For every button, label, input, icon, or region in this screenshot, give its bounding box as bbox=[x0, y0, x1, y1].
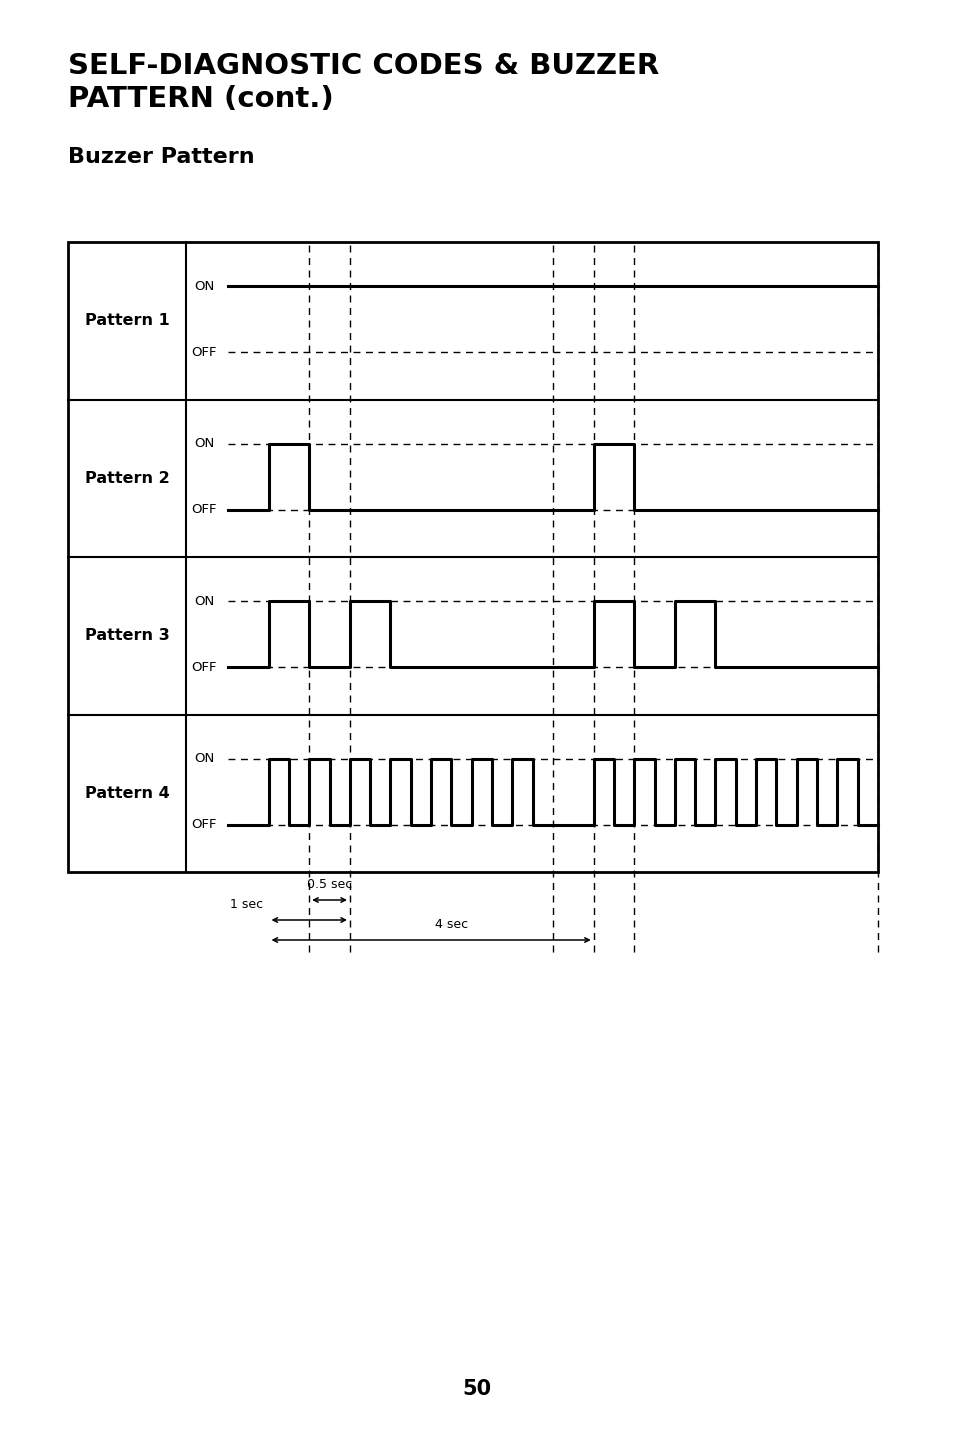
Text: PATTERN (cont.): PATTERN (cont.) bbox=[68, 85, 334, 114]
Text: OFF: OFF bbox=[191, 503, 216, 516]
Text: Pattern 1: Pattern 1 bbox=[85, 313, 170, 328]
Text: ON: ON bbox=[193, 437, 213, 450]
Text: 4 sec: 4 sec bbox=[435, 918, 467, 931]
Text: 50: 50 bbox=[462, 1380, 491, 1400]
Text: ON: ON bbox=[193, 280, 213, 293]
Text: Pattern 3: Pattern 3 bbox=[85, 628, 170, 644]
Text: 1 sec: 1 sec bbox=[231, 898, 263, 911]
Text: OFF: OFF bbox=[191, 818, 216, 831]
Text: Buzzer Pattern: Buzzer Pattern bbox=[68, 147, 254, 167]
Text: Pattern 4: Pattern 4 bbox=[85, 786, 170, 800]
Bar bbox=[68, 241, 877, 872]
Text: SELF-DIAGNOSTIC CODES & BUZZER: SELF-DIAGNOSTIC CODES & BUZZER bbox=[68, 52, 659, 80]
Text: ON: ON bbox=[193, 595, 213, 608]
Text: OFF: OFF bbox=[191, 661, 216, 674]
Text: OFF: OFF bbox=[191, 346, 216, 359]
Text: 0.5 sec: 0.5 sec bbox=[307, 878, 352, 891]
Text: Pattern 2: Pattern 2 bbox=[85, 471, 170, 486]
Text: ON: ON bbox=[193, 752, 213, 764]
